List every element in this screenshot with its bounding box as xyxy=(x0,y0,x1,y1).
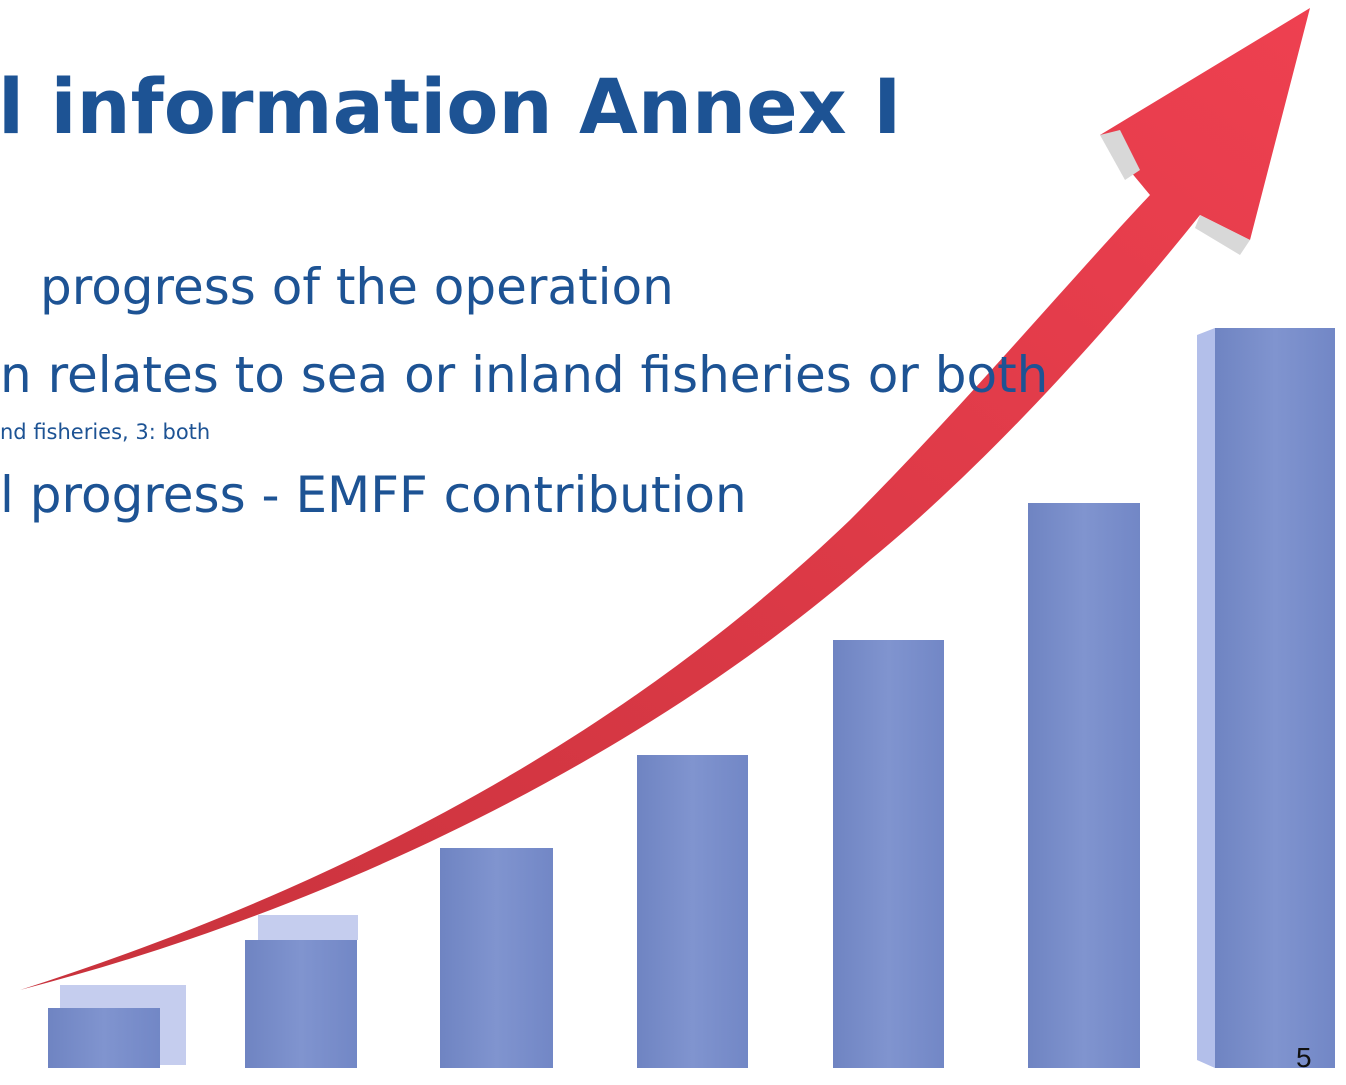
page-number: 5 xyxy=(1296,1042,1312,1073)
bar xyxy=(245,940,357,1068)
bar-shadow xyxy=(258,915,358,940)
arrow-edge xyxy=(1100,130,1140,180)
bar xyxy=(48,1008,160,1068)
bar xyxy=(833,640,944,1068)
sub-bullet: nd fisheries, 3: both xyxy=(0,420,211,444)
arrow-edge xyxy=(1195,215,1250,255)
bar-side xyxy=(1197,328,1215,1068)
bar xyxy=(637,755,748,1068)
bullet: n relates to sea or inland fisheries or … xyxy=(0,346,1049,404)
bullet: l progress - EMFF contribution xyxy=(0,466,747,524)
bar xyxy=(1215,328,1335,1068)
bar xyxy=(440,848,553,1068)
bullet: progress of the operation xyxy=(40,258,674,316)
bars xyxy=(48,328,1335,1068)
arrow xyxy=(20,8,1310,990)
title: l information Annex I xyxy=(0,62,902,151)
bar xyxy=(1028,503,1140,1068)
